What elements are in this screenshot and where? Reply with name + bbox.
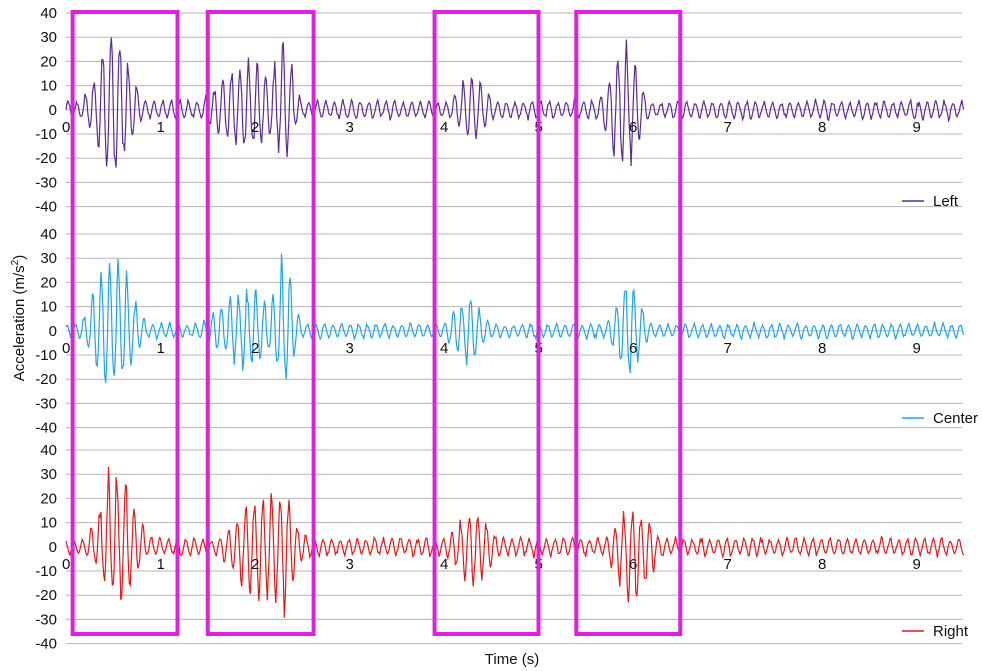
x-tick-label: 8 bbox=[818, 119, 826, 136]
y-tick-label: 10 bbox=[40, 78, 57, 95]
x-tick-label: 1 bbox=[157, 340, 165, 357]
legend-layer: Left Center Right bbox=[902, 193, 978, 640]
y-tick-label: 0 bbox=[49, 539, 57, 556]
y-tick-label: 40 bbox=[40, 442, 57, 459]
x-tick-label: 0 bbox=[62, 556, 70, 573]
highlight-layer bbox=[70, 10, 683, 636]
y-axis-title-close: ) bbox=[11, 255, 28, 260]
x-tick-label: 7 bbox=[724, 119, 732, 136]
x-tick-label: 3 bbox=[346, 556, 354, 573]
x-tick-label: 7 bbox=[724, 340, 732, 357]
highlight-window bbox=[432, 10, 541, 636]
y-axis-title-superscript: 2 bbox=[10, 259, 21, 265]
highlight-window bbox=[70, 10, 180, 636]
x-tick-label: 6 bbox=[629, 556, 637, 573]
y-tick-label: -20 bbox=[35, 150, 57, 167]
y-tick-label: -40 bbox=[35, 420, 57, 437]
y-tick-label: 10 bbox=[40, 299, 57, 316]
y-tick-label: 0 bbox=[49, 323, 57, 340]
x-tick-label: 3 bbox=[346, 340, 354, 357]
y-tick-label: -30 bbox=[35, 395, 57, 412]
y-tick-label: -10 bbox=[35, 563, 57, 580]
x-tick-label: 6 bbox=[629, 119, 637, 136]
x-axis-title: Time (s) bbox=[485, 651, 539, 668]
x-tick-label: 1 bbox=[157, 119, 165, 136]
y-tick-label: 40 bbox=[40, 226, 57, 243]
legend-label: Right bbox=[933, 623, 969, 640]
x-tick-label: 9 bbox=[913, 340, 921, 357]
y-tick-label: -30 bbox=[35, 611, 57, 628]
y-tick-label: -10 bbox=[35, 347, 57, 364]
y-axis-title-main: Acceleration (m/s bbox=[11, 265, 28, 381]
series-line-right bbox=[65, 466, 965, 618]
y-tick-label: -40 bbox=[35, 199, 57, 216]
y-tick-label: 20 bbox=[40, 53, 57, 70]
series-line-left bbox=[65, 37, 965, 168]
x-tick-label: 7 bbox=[724, 556, 732, 573]
y-tick-label: 0 bbox=[49, 102, 57, 119]
x-tick-label: 2 bbox=[251, 340, 259, 357]
x-tick-label: 2 bbox=[251, 556, 259, 573]
highlight-window bbox=[574, 10, 683, 636]
y-axis-title: Acceleration (m/s2) bbox=[10, 255, 28, 381]
y-tick-label: 20 bbox=[40, 274, 57, 291]
x-tick-label: 4 bbox=[440, 340, 448, 357]
x-tick-label: 2 bbox=[251, 119, 259, 136]
y-tick-label: -10 bbox=[35, 126, 57, 143]
grid-layer bbox=[66, 12, 962, 645]
y-tick-label: 10 bbox=[40, 515, 57, 532]
x-tick-label: 4 bbox=[440, 556, 448, 573]
y-tick-label: 30 bbox=[40, 250, 57, 267]
y-tick-label: -20 bbox=[35, 371, 57, 388]
y-tick-label: 20 bbox=[40, 490, 57, 507]
highlight-window bbox=[205, 10, 316, 636]
x-tick-label: 8 bbox=[818, 556, 826, 573]
legend-label: Left bbox=[933, 193, 959, 210]
x-tick-label: 3 bbox=[346, 119, 354, 136]
series-layer bbox=[65, 37, 965, 618]
y-tick-label: -40 bbox=[35, 636, 57, 653]
y-tick-label: 30 bbox=[40, 466, 57, 483]
x-tick-label: 0 bbox=[62, 119, 70, 136]
x-tick-label: 0 bbox=[62, 340, 70, 357]
y-tick-label: -30 bbox=[35, 174, 57, 191]
x-tick-label: 1 bbox=[157, 556, 165, 573]
y-tick-label: 40 bbox=[40, 5, 57, 22]
legend-label: Center bbox=[933, 410, 978, 427]
x-tick-label: 6 bbox=[629, 340, 637, 357]
x-tick-label: 8 bbox=[818, 340, 826, 357]
series-line-center bbox=[65, 253, 965, 383]
y-tick-label: -20 bbox=[35, 587, 57, 604]
x-tick-label: 4 bbox=[440, 119, 448, 136]
x-tick-label: 9 bbox=[913, 556, 921, 573]
y-tick-label: 30 bbox=[40, 29, 57, 46]
x-tick-label: 9 bbox=[913, 119, 921, 136]
